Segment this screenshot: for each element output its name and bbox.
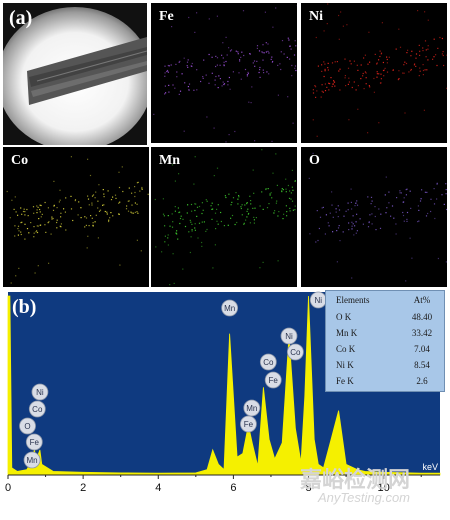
table-cell-value: 8.54: [414, 360, 430, 370]
svg-text:Co: Co: [32, 405, 43, 414]
element-map-label: Co: [11, 153, 29, 168]
peak-label: Mn: [243, 399, 261, 417]
table-cell-value: 7.04: [414, 344, 430, 354]
table-cell-value: 2.6: [416, 376, 428, 386]
watermark-cn: 嘉峪检测网: [300, 467, 411, 492]
element-map-label: Fe: [159, 9, 174, 24]
table-row: Co K 7.04: [326, 344, 444, 357]
table-row: Ni K 8.54: [326, 360, 444, 373]
element-map-label: Ni: [309, 9, 323, 24]
element-map-fe: Fe: [151, 3, 297, 143]
x-tick-label: 10: [378, 482, 390, 494]
peak-label: Fe: [25, 433, 43, 451]
element-map-label: O: [309, 153, 320, 168]
watermark-en: AnyTesting.com: [318, 490, 411, 505]
svg-text:Ni: Ni: [315, 296, 323, 305]
svg-text:Mn: Mn: [224, 304, 235, 313]
svg-text:Co: Co: [290, 348, 301, 357]
svg-text:Fe: Fe: [269, 376, 279, 385]
panel-b-label: (b): [12, 296, 37, 318]
table-cell-element: O K: [336, 312, 352, 322]
element-map-co: Co: [3, 147, 149, 287]
table-cell-element: Fe K: [336, 376, 354, 386]
tem-image-tile: (a): [3, 3, 147, 145]
table-cell-element: Co K: [336, 344, 356, 354]
svg-text:Co: Co: [263, 358, 274, 367]
x-tick-label: 4: [155, 482, 161, 494]
svg-text:Fe: Fe: [30, 438, 40, 447]
x-tick-label: 0: [5, 482, 11, 494]
composition-table: Elements At% O K 48.40 Mn K 33.42 Co K 7…: [325, 290, 445, 392]
x-tick-label: 6: [230, 482, 236, 494]
svg-text:Ni: Ni: [285, 332, 293, 341]
table-row: Fe K 2.6: [326, 376, 444, 389]
peak-label: Co: [259, 353, 277, 371]
element-map-ni: Ni: [301, 3, 447, 143]
table-cell-value: 48.40: [411, 312, 433, 322]
peak-label: Co: [286, 343, 304, 361]
table-cell-element: Ni K: [336, 360, 354, 370]
table-row: Mn K 33.42: [326, 328, 444, 341]
peak-label: Mn: [221, 299, 239, 317]
peak-label: Ni: [309, 291, 327, 309]
x-tick-label: 2: [80, 482, 86, 494]
table-header: Elements At%: [326, 295, 444, 308]
element-map-o: O: [301, 147, 447, 287]
table-cell-value: 33.42: [411, 328, 433, 338]
element-map-mn: Mn: [151, 147, 297, 287]
peak-label: Co: [28, 400, 46, 418]
x-tick-label: 8: [305, 482, 311, 494]
peak-label: O: [19, 417, 36, 435]
svg-text:Mn: Mn: [26, 456, 37, 465]
table-header-atpct: At%: [413, 295, 431, 305]
peak-label: Fe: [240, 415, 257, 433]
svg-text:Ni: Ni: [36, 388, 44, 397]
table-cell-element: Mn K: [336, 328, 358, 338]
svg-text:O: O: [24, 422, 30, 431]
svg-text:Fe: Fe: [244, 420, 254, 429]
eds-map-panel: (a) Fe Ni Co Mn O: [3, 3, 447, 287]
panel-a-label: (a): [9, 7, 33, 29]
x-axis-unit: keV: [422, 462, 438, 472]
element-map-label: Mn: [159, 153, 180, 168]
peak-label: Mn: [23, 451, 41, 469]
peak-label: Fe: [264, 371, 282, 389]
svg-text:Mn: Mn: [246, 404, 257, 413]
peak-label: Ni: [31, 383, 49, 401]
table-row: O K 48.40: [326, 312, 444, 325]
table-header-elements: Elements: [336, 295, 370, 305]
tem-image: [3, 3, 147, 145]
peak-label: Ni: [280, 327, 298, 345]
